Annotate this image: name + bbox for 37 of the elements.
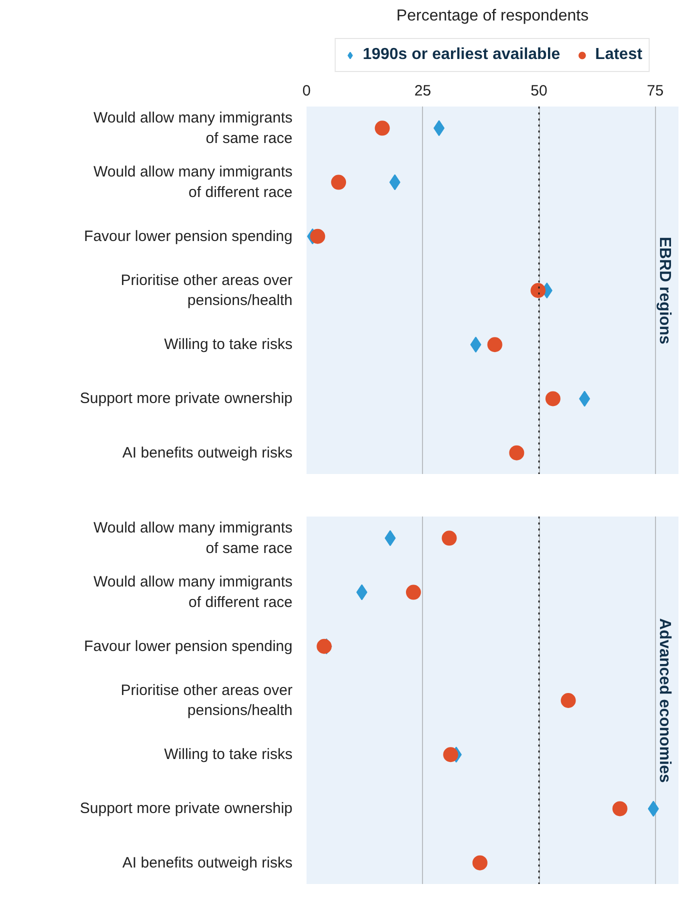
- y-tick-label: Support more private ownership: [80, 800, 292, 818]
- x-tick-label: 75: [646, 82, 664, 100]
- point: [560, 693, 576, 708]
- x-tick-label: 25: [414, 82, 432, 100]
- point: [316, 638, 332, 654]
- y-tick-label: AI benefits outweigh risks: [122, 444, 293, 462]
- text: Advanced economies: [656, 618, 673, 783]
- point: [331, 174, 346, 190]
- point: [310, 228, 326, 244]
- legend-label: Latest: [595, 46, 642, 64]
- legend-label: 1990s or earliest available: [362, 46, 560, 64]
- x-tick-label: 0: [302, 82, 311, 100]
- point: [530, 283, 546, 298]
- point: [443, 747, 458, 762]
- y-tick-label: Would allow many immigrants of same race: [94, 519, 293, 557]
- y-tick-label: Would allow many immigrants of different race: [94, 574, 293, 611]
- point: [406, 584, 421, 600]
- point: [374, 120, 390, 136]
- y-tick-label: Prioritise other areas over pensions/health: [120, 682, 293, 720]
- point: [509, 445, 524, 460]
- y-tick-label: Prioritise other areas over pensions/health: [120, 272, 293, 310]
- y-tick-label: Willing to take risks: [164, 746, 293, 764]
- point: [442, 530, 457, 546]
- text: EBRD regions: [656, 236, 673, 344]
- point: [612, 801, 628, 816]
- y-tick-label: Willing to take risks: [164, 336, 293, 354]
- y-tick-label: AI benefits outweigh risks: [122, 854, 293, 872]
- y-tick-label: Would allow many immigrants of same race: [94, 109, 293, 147]
- point: [545, 391, 560, 406]
- x-tick-label: 50: [530, 82, 548, 100]
- y-tick-label: Favour lower pension spending: [84, 228, 293, 245]
- point: [472, 855, 488, 870]
- y-tick-label: Favour lower pension spending: [84, 638, 293, 655]
- y-tick-label: Support more private ownership: [80, 390, 292, 408]
- point: [487, 337, 502, 352]
- x-axis-title: Percentage of respondents: [396, 8, 589, 24]
- y-tick-label: Would allow many immigrants of different race: [94, 164, 293, 201]
